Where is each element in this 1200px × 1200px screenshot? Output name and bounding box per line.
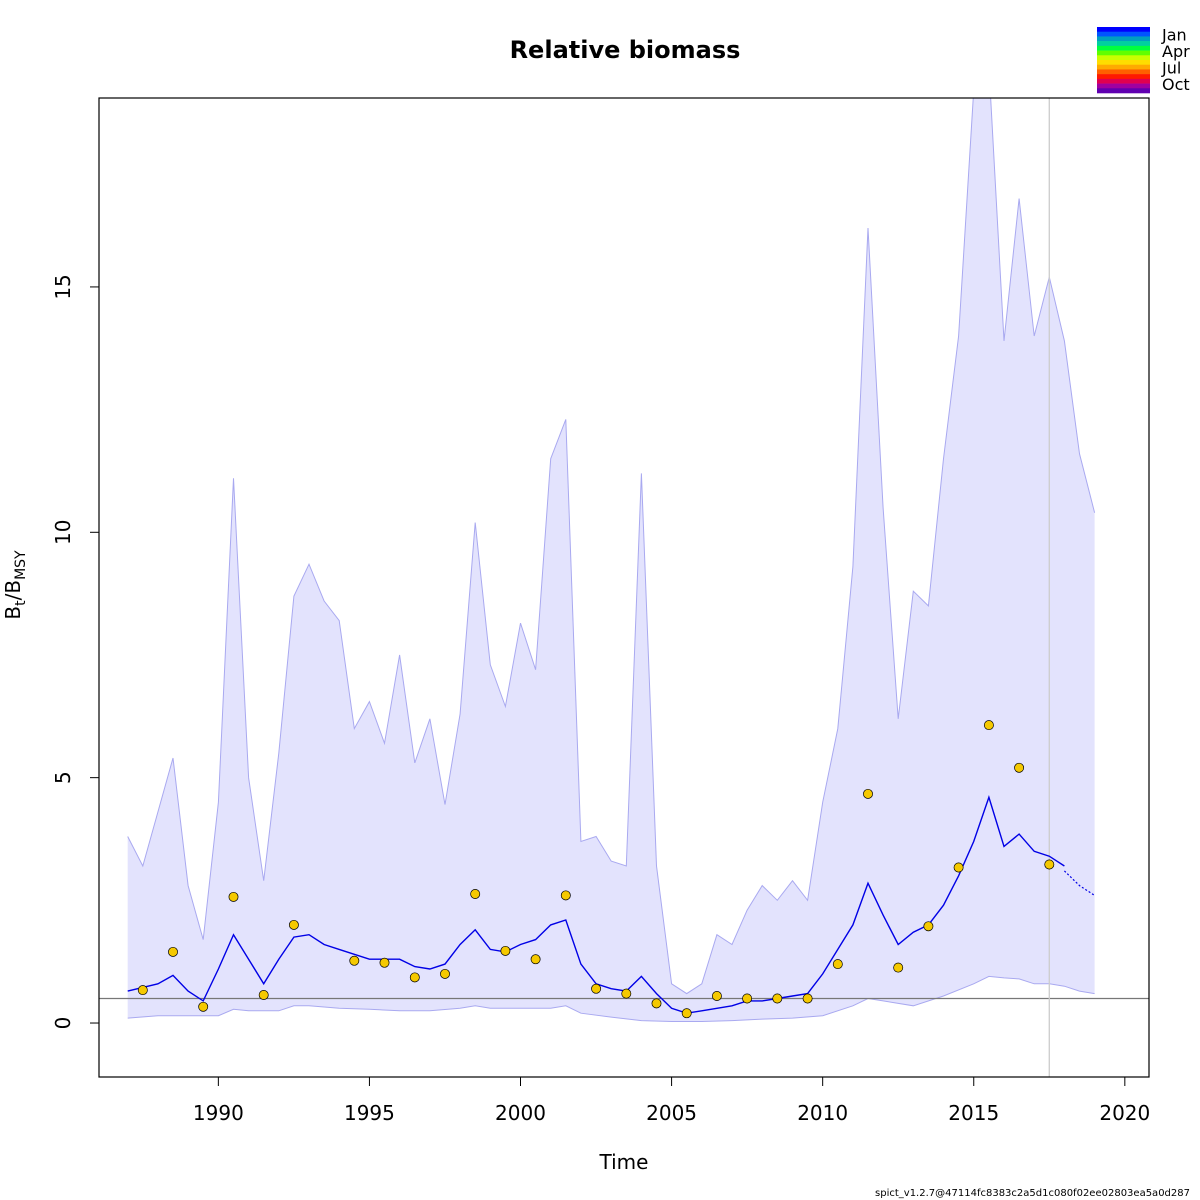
observation-point: [228, 891, 239, 902]
observation-point: [530, 954, 541, 965]
confidence-band-lower-edge: [127, 975, 1095, 1022]
observation-point: [711, 991, 722, 1001]
observation-point: [470, 889, 481, 899]
legend-color-swatch: [1097, 69, 1150, 75]
observation-point: [379, 957, 390, 968]
observation-point: [440, 968, 450, 979]
observation-point: [832, 959, 843, 970]
observation-point: [802, 993, 813, 1004]
legend-color-swatch: [1097, 45, 1150, 51]
x-tick-label: 2005: [646, 1101, 697, 1125]
x-tick-label: 1990: [193, 1101, 244, 1125]
legend-color-swatch: [1097, 36, 1150, 42]
observation-point: [258, 990, 269, 1000]
legend-color-swatch: [1097, 27, 1150, 33]
x-axis: 1990 1995 2000 2005 2010 2015 2020: [193, 1076, 1150, 1125]
x-tick-label: 2020: [1099, 1101, 1150, 1125]
observation-point: [742, 993, 753, 1004]
legend-color-swatch: [1097, 83, 1150, 89]
legend-color-swatch: [1097, 31, 1150, 37]
legend-color-swatch: [1097, 74, 1150, 80]
observation-point: [863, 788, 873, 799]
footer-version-text: spict_v1.2.7@47114fc8383c2a5d1c080f02ee0…: [875, 1188, 1190, 1199]
confidence-band: [127, 98, 1095, 1022]
biomass-estimate-line: [127, 795, 1065, 1014]
observation-point: [349, 955, 360, 966]
y-tick-label: 15: [51, 274, 75, 299]
observation-point: [953, 862, 964, 873]
observation-point: [681, 1008, 692, 1019]
y-tick-label: 10: [51, 520, 75, 545]
observation-point: [168, 946, 178, 957]
observation-points: [137, 720, 1055, 1019]
observation-point: [772, 993, 783, 1004]
legend-color-swatch: [1097, 55, 1150, 61]
observation-point: [288, 919, 299, 930]
legend-label: Apr: [1162, 42, 1190, 61]
x-tick-label: 2000: [495, 1101, 546, 1125]
x-tick-label: 2010: [797, 1101, 848, 1125]
observation-point: [651, 998, 662, 1009]
confidence-band-upper-edge: [127, 98, 1096, 995]
legend-color-swatch: [1097, 50, 1150, 56]
observation-point: [409, 972, 420, 983]
biomass-forecast-line: [1063, 870, 1095, 896]
observation-point: [500, 945, 511, 956]
observation-point: [137, 985, 148, 996]
legend-color-swatch: [1097, 64, 1150, 70]
legend-color-swatch: [1097, 78, 1150, 84]
legend-color-swatch: [1097, 41, 1150, 47]
legend-color-swatch: [1097, 60, 1150, 66]
y-tick-label: 5: [51, 771, 75, 784]
observation-point: [591, 983, 602, 994]
observation-point: [893, 962, 904, 973]
observation-point: [983, 720, 994, 731]
y-axis: 0 5 10 15: [51, 274, 100, 1030]
observation-point: [198, 1001, 209, 1012]
legend-label: Jan: [1161, 26, 1187, 45]
x-axis-label: Time: [599, 1150, 649, 1174]
x-tick-label: 2015: [948, 1101, 999, 1125]
x-tick-label: 1995: [344, 1101, 395, 1125]
observation-point: [1014, 762, 1025, 773]
chart-title: Relative biomass: [510, 36, 741, 64]
observation-point: [1044, 859, 1055, 870]
y-axis-label: Bt/BMSY: [1, 550, 29, 620]
y-tick-label: 0: [51, 1017, 75, 1030]
observation-point: [923, 921, 934, 932]
observation-point: [621, 988, 632, 999]
legend-label: Jul: [1161, 59, 1181, 78]
legend-label: Oct: [1162, 75, 1190, 94]
observation-point: [560, 890, 571, 901]
legend-color-swatch: [1097, 88, 1150, 94]
